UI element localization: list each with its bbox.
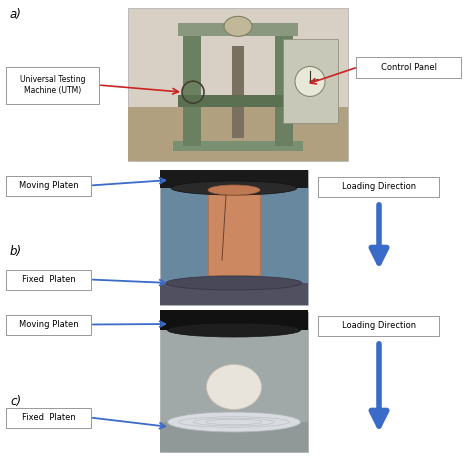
Text: b): b) — [10, 245, 22, 258]
Bar — [160, 310, 308, 330]
Bar — [128, 8, 348, 161]
Ellipse shape — [171, 181, 297, 195]
Bar — [208, 190, 260, 275]
FancyBboxPatch shape — [7, 315, 91, 334]
FancyBboxPatch shape — [7, 269, 91, 289]
Bar — [178, 23, 298, 36]
Bar — [160, 422, 308, 452]
FancyBboxPatch shape — [319, 316, 439, 336]
Bar — [128, 108, 348, 161]
Bar — [232, 46, 244, 138]
Ellipse shape — [167, 412, 301, 432]
Bar — [275, 31, 293, 146]
Bar — [173, 141, 303, 151]
Text: c): c) — [10, 396, 21, 409]
FancyBboxPatch shape — [7, 175, 91, 196]
FancyBboxPatch shape — [7, 408, 91, 427]
Bar — [160, 312, 308, 452]
Ellipse shape — [224, 16, 252, 36]
FancyBboxPatch shape — [356, 56, 462, 77]
Bar — [160, 170, 308, 305]
Bar — [160, 170, 308, 188]
Text: Loading Direction: Loading Direction — [342, 182, 416, 191]
Text: Control Panel: Control Panel — [381, 62, 437, 71]
Ellipse shape — [166, 276, 302, 290]
Ellipse shape — [208, 185, 260, 195]
Text: a): a) — [10, 8, 22, 21]
Bar — [283, 38, 338, 123]
Bar — [183, 31, 201, 146]
FancyBboxPatch shape — [7, 66, 100, 104]
Ellipse shape — [167, 323, 301, 337]
Text: Moving Platen: Moving Platen — [19, 320, 79, 329]
Text: Fixed  Platen: Fixed Platen — [22, 413, 76, 422]
Text: Moving Platen: Moving Platen — [19, 181, 79, 190]
Text: Fixed  Platen: Fixed Platen — [22, 275, 76, 284]
Bar — [178, 95, 298, 108]
Ellipse shape — [295, 66, 325, 97]
Ellipse shape — [207, 365, 262, 409]
Text: Loading Direction: Loading Direction — [342, 321, 416, 330]
Bar — [160, 283, 308, 305]
Text: Universal Testing
Machine (UTM): Universal Testing Machine (UTM) — [20, 75, 86, 95]
FancyBboxPatch shape — [319, 176, 439, 196]
